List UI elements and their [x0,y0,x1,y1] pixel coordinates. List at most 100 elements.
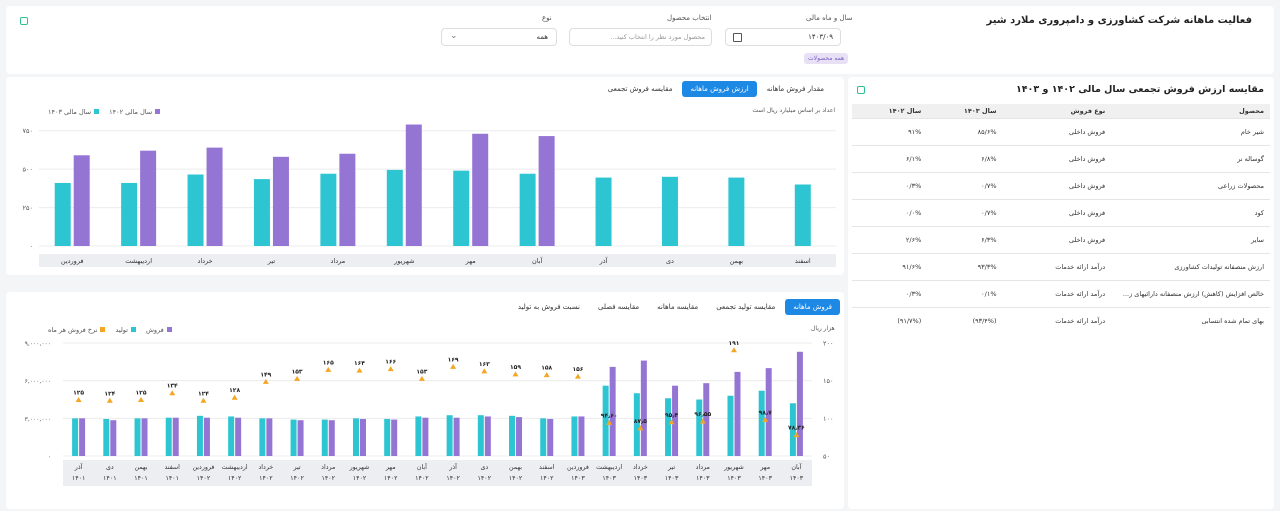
rate-label: ۱۵۹ [510,364,521,371]
x-tick-label: مهر [465,257,476,265]
bar-1402 [661,176,678,246]
product-chip[interactable]: همه محصولات [804,53,849,64]
rate-marker [730,347,737,353]
bar-sales [165,417,172,456]
x-tick-year: ۱۴۰۲ [478,475,492,482]
table-title: مقایسه ارزش فروش تجمعی سال مالی ۱۴۰۲ و ۱… [1015,84,1264,95]
table-row: محصولات زراعی فروش داخلی ۰/۷% ۰/۳% [852,172,1270,200]
x-tick-month: آبان [417,462,427,471]
rate-label: ۱۲۵ [136,390,147,397]
x-tick-month: آبان [791,462,801,471]
x-tick-month: فروردین [192,464,214,471]
x-tick-year: ۱۴۰۲ [540,475,554,482]
y-left-tick-label: ۶,۰۰۰,۰۰۰ [25,378,51,385]
rate-label: ۱۲۵ [73,390,84,397]
bar-sales [321,419,328,456]
x-tick-month: مرداد [321,464,335,471]
cell-1403: ۰/۷% [927,199,1003,227]
x-tick-year: ۱۴۰۲ [509,475,523,482]
refresh-icon[interactable] [857,86,865,94]
bar-1402 [728,177,745,246]
bottom-chart-legend: فروش تولید نرخ فروش هر ماه [48,326,172,334]
top-chart-legend: سال مالی ۱۴۰۲ سال مالی ۱۴۰۳ [48,108,161,116]
x-tick-month: اردیبهشت [222,464,248,471]
rate-label: ۱۶۵ [323,359,334,366]
rate-label: ۱۲۴ [104,390,115,397]
x-tick-month: تیر [667,464,675,471]
bar-1403 [272,156,289,246]
x-tick-year: ۱۴۰۳ [758,475,772,482]
bar-1402 [253,179,270,246]
y-left-tick-label: ۰ [48,454,51,461]
bar-1402 [794,184,811,246]
tab-monthly-quantity[interactable]: مقدار فروش ماهانه [766,85,824,93]
bar-production [141,418,148,456]
refresh-icon[interactable] [20,17,28,25]
table-row: کود فروش داخلی ۰/۷% ۰/۰% [852,199,1270,227]
x-tick-month: تیر [292,464,300,471]
bar-sales [477,415,484,456]
year-value: ۱۴۰۳/۰۹ [808,33,833,41]
rate-label: ۱۲۴ [198,390,209,397]
rate-marker [325,366,332,372]
x-tick-month: اسفند [165,464,181,471]
legend-item-production: تولید [115,326,136,334]
x-tick-month: شهریور [349,464,370,471]
bar-production [235,417,242,456]
tab-cumulative[interactable]: مقایسه فروش تجمعی [607,85,673,93]
x-tick-month: اردیبهشت [596,464,622,471]
table-row: خالص افزایش (کاهش) ارزش منصفانه دارائیها… [852,280,1270,308]
y-tick-label: ۰ [30,243,34,251]
bar-sales [134,418,141,456]
tab-monthly-sales[interactable]: فروش ماهانه [785,299,840,315]
cell-1403: ۹۳/۳% [927,253,1003,281]
bar-production [672,385,679,456]
x-tick-year: ۱۴۰۲ [446,475,460,482]
tab-monthly-value[interactable]: ارزش فروش ماهانه [682,81,757,97]
rate-marker [637,425,644,431]
rate-label: ۹۸٫۷ [759,409,773,416]
bar-production [484,416,491,456]
year-field[interactable]: ۱۴۰۳/۰۹ [725,28,841,46]
x-tick-month: مرداد [696,464,710,471]
x-tick-year: ۱۴۰۳ [696,475,710,482]
bar-sales [259,418,266,456]
tab-cumulative-production[interactable]: مقایسه تولید تجمعی [716,303,776,311]
bar-sales [789,403,796,456]
rate-label: ۱۶۳ [479,361,490,368]
bar-sales [571,416,578,456]
table-row: بهای تمام شده انتسابی درآمد ارائه خدمات (۹… [852,307,1270,335]
bar-1403 [206,147,223,246]
rate-marker [699,418,706,424]
x-tick-month: مهر [385,464,396,471]
cell-1403: ۶/۸% [927,145,1003,173]
y-right-tick-label: ۱۰۰ [823,415,833,423]
bar-1402 [453,170,470,246]
x-tick-year: ۱۴۰۳ [665,475,679,482]
bar-1402 [386,169,403,246]
tab-seasonal-compare[interactable]: مقایسه فصلی [598,303,640,311]
chevron-down-icon: ⌄ [450,31,458,41]
bar-1403 [538,136,555,246]
tab-monthly-compare[interactable]: مقایسه ماهانه [657,303,699,311]
x-tick-month: خرداد [633,464,648,471]
type-select[interactable]: ⌄ همه [441,28,557,46]
bar-production [734,371,741,456]
bar-sales [665,398,672,456]
product-field[interactable]: محصول مورد نظر را انتخاب کنید... [569,28,712,46]
x-tick-year: ۱۴۰۳ [790,475,804,482]
table-row: ارزش منصفانه تولیدات کشاورزی درآمد ارائه … [852,253,1270,281]
col-1402: سال ۱۴۰۲ [852,104,928,119]
bar-production [609,366,616,456]
x-tick-label: بهمن [730,257,744,265]
bar-1402 [187,174,204,246]
rate-label: ۸۷٫۵ [634,418,648,425]
bar-sales [103,418,110,456]
cell-1403: ۰/۷% [927,172,1003,200]
x-tick-year: ۱۴۰۳ [727,475,741,482]
x-tick-year: ۱۴۰۱ [165,475,179,482]
rate-marker [762,416,769,422]
cell-1402: ۰/۳% [852,280,928,308]
product-placeholder: محصول مورد نظر را انتخاب کنید... [610,33,705,41]
tab-sales-to-production[interactable]: نسبت فروش به تولید [517,303,580,311]
